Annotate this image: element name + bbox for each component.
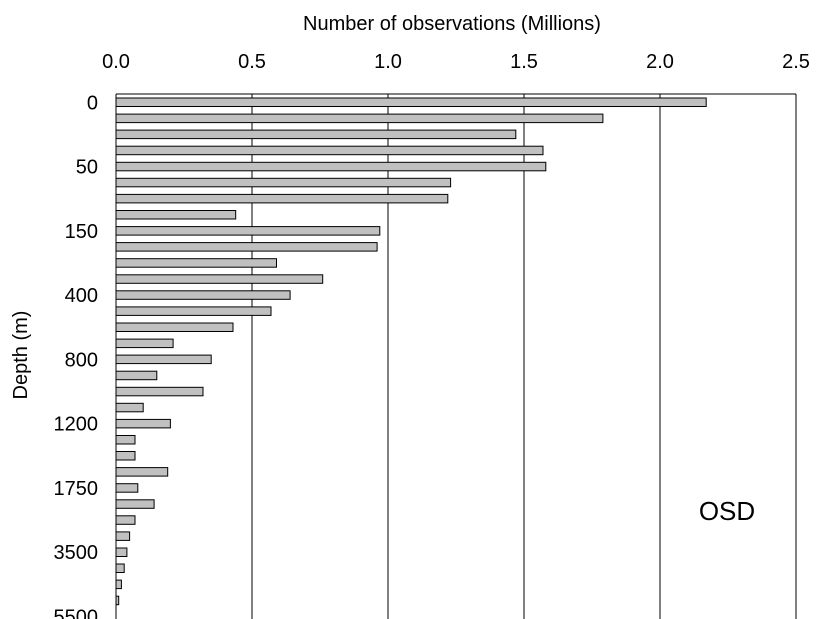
bar xyxy=(115,145,544,156)
y-tick-label: 5500 xyxy=(54,607,99,619)
bar xyxy=(115,386,204,397)
x-tick-label: 2.5 xyxy=(782,51,810,73)
y-tick-label: 50 xyxy=(76,157,98,179)
bar xyxy=(115,161,547,172)
y-tick-label: 3500 xyxy=(54,542,99,564)
bar xyxy=(115,547,128,557)
x-tick-label: 0.5 xyxy=(238,51,266,73)
bar xyxy=(115,210,237,220)
bar xyxy=(115,579,122,590)
bar xyxy=(115,177,452,188)
bar xyxy=(115,193,449,204)
bar xyxy=(115,531,131,541)
bar xyxy=(115,338,174,349)
bar xyxy=(115,129,517,140)
x-tick-label: 2.0 xyxy=(646,51,674,73)
bar xyxy=(115,467,169,477)
y-tick-labels: 0 50 150 400 800 1200 1750 3500 5500 xyxy=(54,92,99,619)
y-tick-label: 0 xyxy=(87,92,98,114)
bar xyxy=(115,563,125,573)
bar xyxy=(115,402,144,413)
x-axis-title: Number of observations (Millions) xyxy=(303,13,601,35)
bar xyxy=(115,435,136,445)
bar xyxy=(115,499,155,509)
x-tick-label: 0.0 xyxy=(102,51,130,73)
y-tick-label: 1750 xyxy=(54,478,99,500)
bar xyxy=(115,451,136,461)
y-axis-title: Depth (m) xyxy=(10,311,32,400)
bar xyxy=(115,483,139,493)
bar xyxy=(115,418,171,429)
y-tick-label: 150 xyxy=(65,221,98,243)
bar xyxy=(115,290,291,300)
bar xyxy=(115,226,381,236)
x-tick-label: 1.5 xyxy=(510,51,538,73)
bar xyxy=(115,322,234,332)
x-tick-labels: 0.0 0.5 1.0 1.5 2.0 2.5 xyxy=(102,51,810,73)
bar xyxy=(115,274,324,284)
annotation-osd: OSD xyxy=(699,496,755,526)
y-tick-label: 800 xyxy=(65,349,98,371)
bar xyxy=(115,370,158,381)
gridlines xyxy=(251,94,797,619)
bars xyxy=(115,97,707,606)
bar xyxy=(115,354,212,365)
bar xyxy=(115,515,136,525)
bar xyxy=(115,97,707,107)
bar xyxy=(115,113,604,124)
bar xyxy=(115,258,277,268)
y-tick-label: 1200 xyxy=(54,414,99,436)
x-tick-label: 1.0 xyxy=(374,51,402,73)
bar xyxy=(115,242,378,252)
y-tick-label: 400 xyxy=(65,285,98,307)
bar xyxy=(115,306,272,316)
